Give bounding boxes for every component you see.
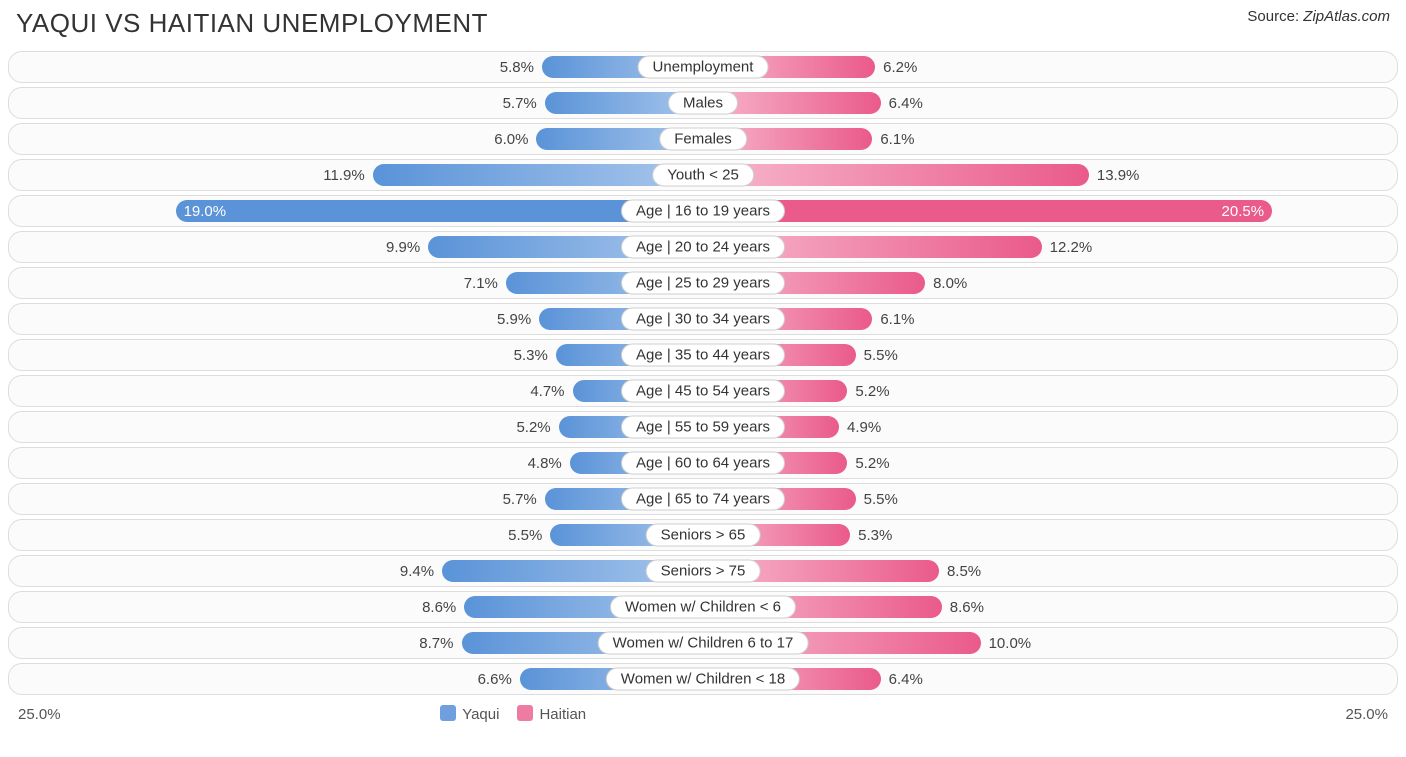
category-label: Age | 45 to 54 years [621, 380, 785, 403]
category-label: Females [659, 128, 747, 151]
category-label: Age | 55 to 59 years [621, 416, 785, 439]
chart-row: 5.5% 5.3% Seniors > 65 [8, 519, 1398, 551]
chart-row: 11.9% 13.9% Youth < 25 [8, 159, 1398, 191]
category-label: Seniors > 65 [646, 524, 761, 547]
axis-max-left: 25.0% [18, 706, 61, 723]
value-right: 4.9% [839, 419, 889, 436]
value-left: 5.2% [508, 419, 558, 436]
value-right: 5.2% [847, 455, 897, 472]
chart-row: 6.0% 6.1% Females [8, 123, 1398, 155]
value-left: 4.7% [522, 383, 572, 400]
bar-right: 20.5% [703, 200, 1272, 222]
chart-row: 7.1% 8.0% Age | 25 to 29 years [8, 267, 1398, 299]
chart-row: 5.8% 6.2% Unemployment [8, 51, 1398, 83]
value-right: 6.1% [872, 311, 922, 328]
category-label: Age | 16 to 19 years [621, 200, 785, 223]
source-name: ZipAtlas.com [1303, 8, 1390, 25]
value-left: 6.6% [470, 671, 520, 688]
legend-label-left: Yaqui [462, 706, 499, 723]
value-right: 6.1% [872, 131, 922, 148]
diverging-bar-chart: 5.8% 6.2% Unemployment 5.7% 6.4% Males 6.0% 6.1… [8, 51, 1398, 695]
legend-item-right: Haitian [517, 705, 586, 723]
value-right: 10.0% [981, 635, 1040, 652]
value-left: 5.5% [500, 527, 550, 544]
value-left: 5.7% [495, 95, 545, 112]
chart-row: 4.7% 5.2% Age | 45 to 54 years [8, 375, 1398, 407]
value-right: 5.5% [856, 491, 906, 508]
category-label: Women w/ Children < 18 [606, 668, 800, 691]
chart-row: 5.3% 5.5% Age | 35 to 44 years [8, 339, 1398, 371]
value-left: 7.1% [456, 275, 506, 292]
value-left: 9.9% [378, 239, 428, 256]
chart-row: 9.4% 8.5% Seniors > 75 [8, 555, 1398, 587]
chart-row: 4.8% 5.2% Age | 60 to 64 years [8, 447, 1398, 479]
value-left: 4.8% [520, 455, 570, 472]
value-left: 5.7% [495, 491, 545, 508]
value-right: 5.2% [847, 383, 897, 400]
value-left: 8.6% [414, 599, 464, 616]
value-left: 5.3% [506, 347, 556, 364]
value-right: 12.2% [1042, 239, 1101, 256]
source-attribution: Source: ZipAtlas.com [1247, 8, 1390, 25]
value-right: 8.6% [942, 599, 992, 616]
value-left: 8.7% [411, 635, 461, 652]
chart-row: 9.9% 12.2% Age | 20 to 24 years [8, 231, 1398, 263]
category-label: Women w/ Children < 6 [610, 596, 796, 619]
legend-swatch-left [440, 705, 456, 721]
legend-label-right: Haitian [539, 706, 586, 723]
value-right: 20.5% [1214, 203, 1273, 220]
value-left: 9.4% [392, 563, 442, 580]
legend-item-left: Yaqui [440, 705, 499, 723]
value-right: 13.9% [1089, 167, 1148, 184]
value-left: 5.8% [492, 59, 542, 76]
category-label: Age | 60 to 64 years [621, 452, 785, 475]
category-label: Youth < 25 [652, 164, 754, 187]
chart-row: 6.6% 6.4% Women w/ Children < 18 [8, 663, 1398, 695]
category-label: Age | 65 to 74 years [621, 488, 785, 511]
legend: Yaqui Haitian [440, 705, 586, 723]
value-right: 8.5% [939, 563, 989, 580]
axis-max-right: 25.0% [1345, 706, 1388, 723]
category-label: Age | 35 to 44 years [621, 344, 785, 367]
value-left: 5.9% [489, 311, 539, 328]
chart-row: 8.6% 8.6% Women w/ Children < 6 [8, 591, 1398, 623]
legend-swatch-right [517, 705, 533, 721]
category-label: Age | 30 to 34 years [621, 308, 785, 331]
bar-right [703, 164, 1089, 186]
value-right: 6.4% [881, 671, 931, 688]
category-label: Seniors > 75 [646, 560, 761, 583]
chart-row: 5.2% 4.9% Age | 55 to 59 years [8, 411, 1398, 443]
category-label: Women w/ Children 6 to 17 [598, 632, 809, 655]
value-right: 5.5% [856, 347, 906, 364]
chart-title: YAQUI VS HAITIAN UNEMPLOYMENT [16, 8, 488, 39]
chart-row: 8.7% 10.0% Women w/ Children 6 to 17 [8, 627, 1398, 659]
value-right: 6.4% [881, 95, 931, 112]
chart-row: 5.7% 6.4% Males [8, 87, 1398, 119]
category-label: Males [668, 92, 738, 115]
value-right: 6.2% [875, 59, 925, 76]
category-label: Age | 25 to 29 years [621, 272, 785, 295]
category-label: Unemployment [638, 56, 769, 79]
value-left: 19.0% [176, 203, 235, 220]
value-right: 5.3% [850, 527, 900, 544]
chart-footer: 25.0% Yaqui Haitian 25.0% [8, 699, 1398, 723]
value-left: 6.0% [486, 131, 536, 148]
category-label: Age | 20 to 24 years [621, 236, 785, 259]
chart-row: 5.7% 5.5% Age | 65 to 74 years [8, 483, 1398, 515]
value-right: 8.0% [925, 275, 975, 292]
value-left: 11.9% [315, 167, 372, 184]
chart-row: 5.9% 6.1% Age | 30 to 34 years [8, 303, 1398, 335]
chart-row: 19.0% 20.5% Age | 16 to 19 years [8, 195, 1398, 227]
source-prefix: Source: [1247, 8, 1303, 25]
